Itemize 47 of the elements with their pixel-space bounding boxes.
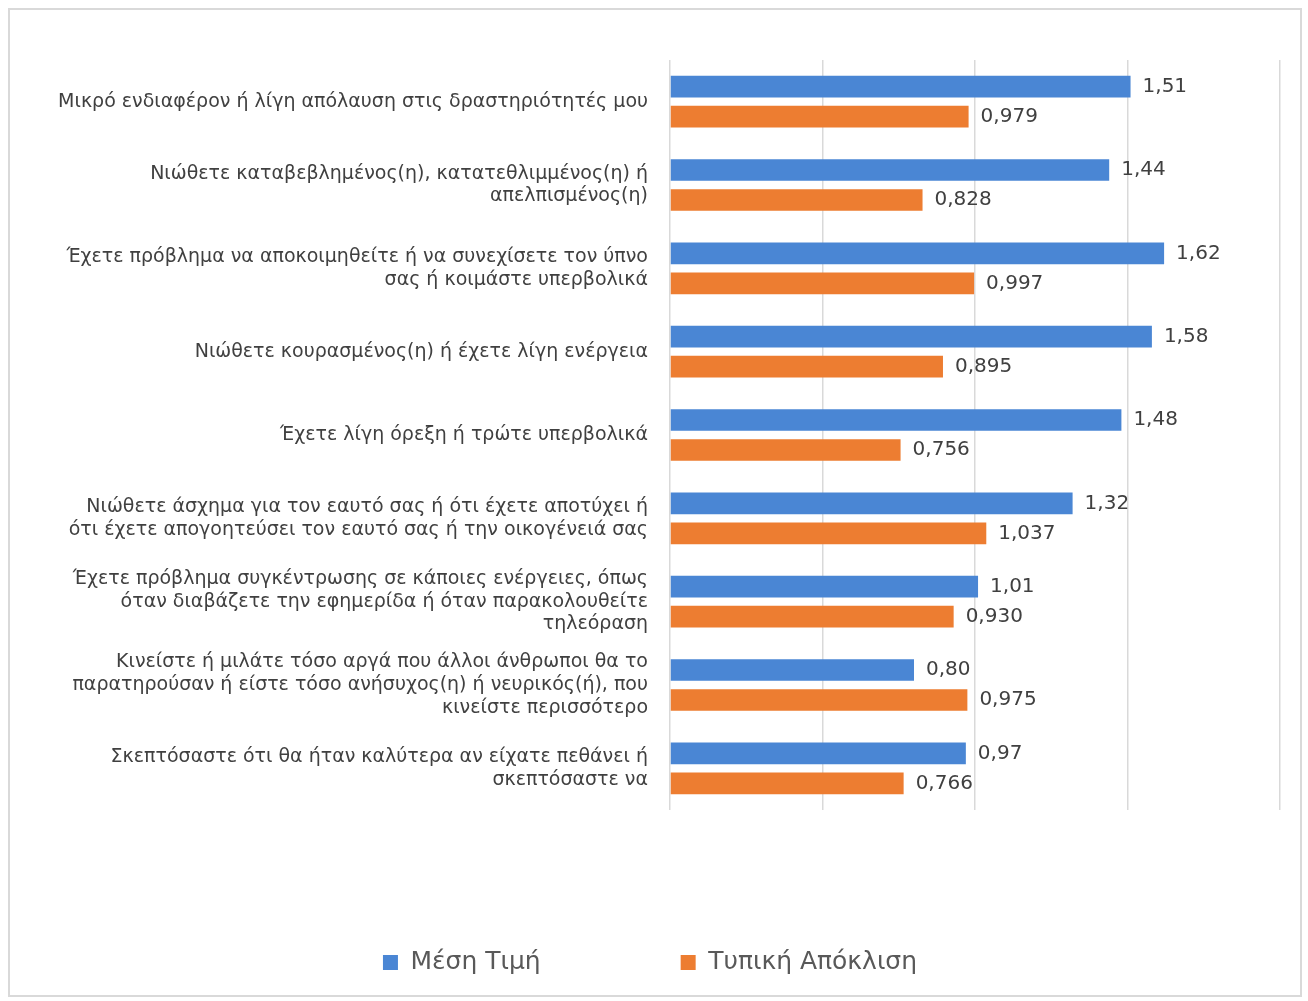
bar <box>670 75 1131 98</box>
legend-label: Τυπική Απόκλιση <box>707 946 918 975</box>
bar <box>670 355 943 378</box>
bar <box>670 272 975 295</box>
bar <box>670 659 914 681</box>
bar <box>670 605 954 628</box>
bar <box>670 689 968 711</box>
data-label: 1,44 <box>1121 156 1166 181</box>
y-tick-label: Μικρό ενδιαφέρον ή λίγη απόλαυση στις δραστηριότητές μου <box>58 88 648 111</box>
data-label: 1,037 <box>998 519 1056 544</box>
bar <box>670 492 1073 515</box>
bar <box>670 242 1165 265</box>
data-label: 0,930 <box>965 602 1023 627</box>
data-label: 0,979 <box>980 102 1038 127</box>
bar <box>670 522 987 545</box>
bar <box>670 439 901 461</box>
bar <box>670 742 966 765</box>
data-label: 0,895 <box>954 352 1013 377</box>
y-tick-label: Κινείστε ή μιλάτε τόσο αργά που άλλοι άνθρωποι θα το παρατηρούσαν ή είστε τόσο ανήσυχος(η) ή νευρικός(ή), που κινείστε περισσότερο <box>72 649 648 717</box>
data-label: 1,32 <box>1084 489 1130 514</box>
y-tick-label: Έχετε λίγη όρεξη ή τρώτε υπερβολικά <box>279 421 648 444</box>
data-label: 0,828 <box>934 186 992 211</box>
y-tick-label: Σκεπτόσαστε ότι θα ήταν καλύτερα αν είχατε πεθάνει ή σκεπτόσαστε να <box>110 743 648 789</box>
data-label: 0,997 <box>986 269 1044 294</box>
y-tick-label: Νιώθετε άσχημα για τον εαυτό σας ή ότι έχετε αποτύχει ή ότι έχετε απογοητεύσει τον εαυτό σας ή την οικογένειά σας <box>68 493 648 539</box>
bar <box>670 325 1152 348</box>
y-tick-label: Νιώθετε κουρασμένος(η) ή έχετε λίγη ενέργεια <box>194 338 648 361</box>
y-tick-label: Έχετε πρόβλημα συγκέντρωσης σε κάποιες ενέργειες, όπως όταν διαβάζετε την εφημερίδα ή όταν παρακολουθείτε τηλεόραση <box>71 565 648 634</box>
y-tick-label: Νιώθετε καταβεβλημένος(η), κατατεθλιμμένος(η) ή απελπισμένος(η) <box>150 160 648 206</box>
y-tick-label: Έχετε πρόβλημα να αποκοιμηθείτε ή να συνεχίσετε τον ύπνο σας ή κοιμάστε υπερβολικά <box>65 243 648 289</box>
bar <box>670 409 1122 431</box>
data-label: 0,80 <box>926 656 971 681</box>
data-label: 1,58 <box>1163 322 1209 347</box>
data-label: 0,756 <box>912 436 970 461</box>
bar <box>670 105 969 128</box>
bar <box>670 575 979 598</box>
bar <box>670 189 923 211</box>
legend-label: Μέση Τιμή <box>410 946 541 975</box>
data-label: 0,766 <box>915 769 973 794</box>
data-label: 0,975 <box>979 686 1037 711</box>
data-label: 1,51 <box>1142 72 1188 97</box>
data-label: 1,01 <box>990 572 1035 597</box>
bar <box>670 772 904 795</box>
data-label: 1,48 <box>1133 406 1178 431</box>
data-label: 0,97 <box>977 739 1023 764</box>
data-label: 1,62 <box>1176 239 1221 264</box>
bar <box>670 159 1110 181</box>
